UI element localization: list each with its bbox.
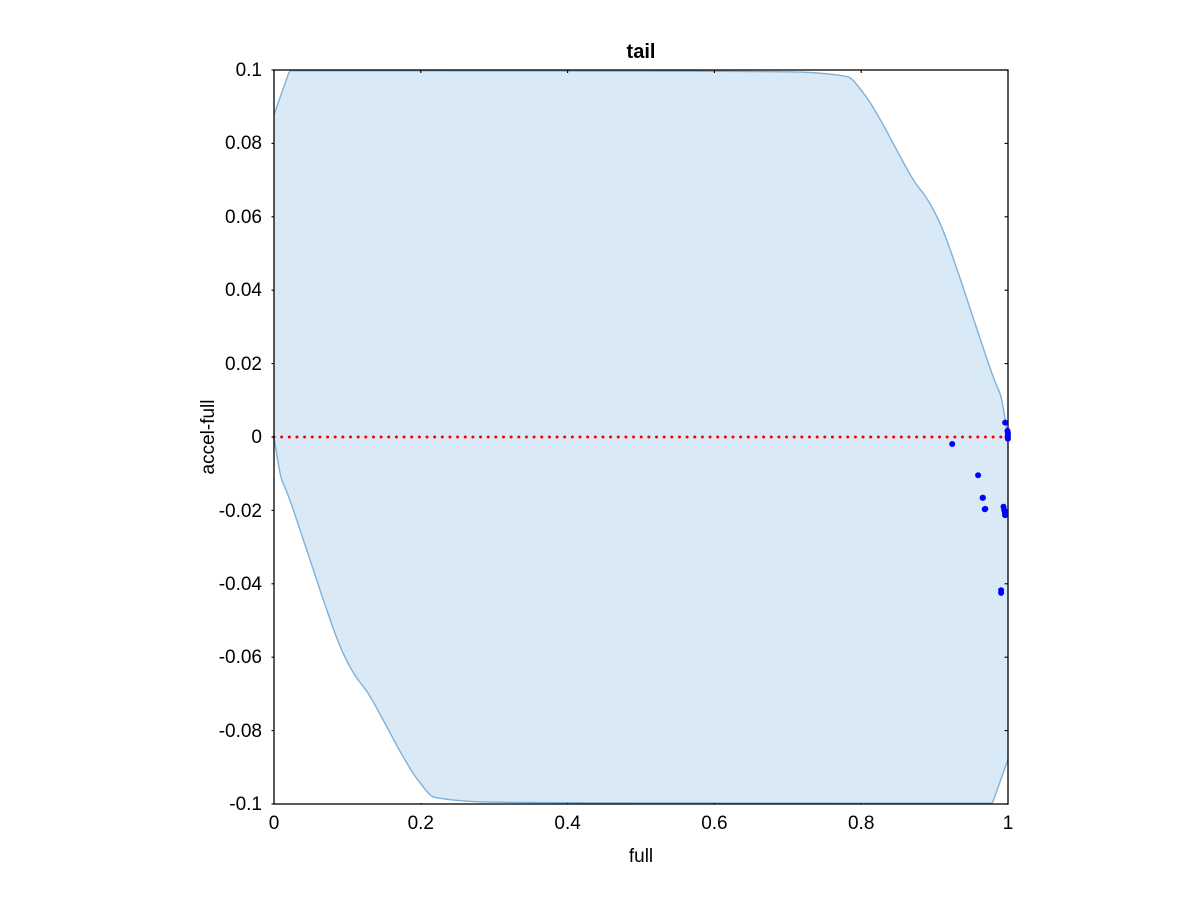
svg-text:0.4: 0.4 — [554, 813, 581, 834]
svg-text:0.04: 0.04 — [225, 280, 262, 301]
svg-text:tail: tail — [627, 41, 656, 63]
svg-text:0.1: 0.1 — [236, 60, 262, 81]
svg-text:-0.08: -0.08 — [219, 721, 262, 742]
svg-text:-0.02: -0.02 — [219, 501, 262, 522]
svg-text:1: 1 — [1003, 813, 1014, 834]
svg-text:accel-full: accel-full — [198, 400, 219, 475]
svg-text:0.6: 0.6 — [701, 813, 727, 834]
svg-text:0.08: 0.08 — [225, 133, 262, 154]
svg-text:-0.1: -0.1 — [229, 794, 262, 815]
svg-text:-0.06: -0.06 — [219, 647, 262, 668]
svg-text:0.06: 0.06 — [225, 207, 262, 228]
svg-text:0.02: 0.02 — [225, 354, 262, 375]
svg-text:0.2: 0.2 — [408, 813, 434, 834]
svg-text:0.8: 0.8 — [848, 813, 874, 834]
svg-text:-0.04: -0.04 — [219, 574, 263, 595]
svg-text:full: full — [629, 846, 653, 867]
svg-text:0: 0 — [251, 427, 262, 448]
svg-text:0: 0 — [269, 813, 280, 834]
